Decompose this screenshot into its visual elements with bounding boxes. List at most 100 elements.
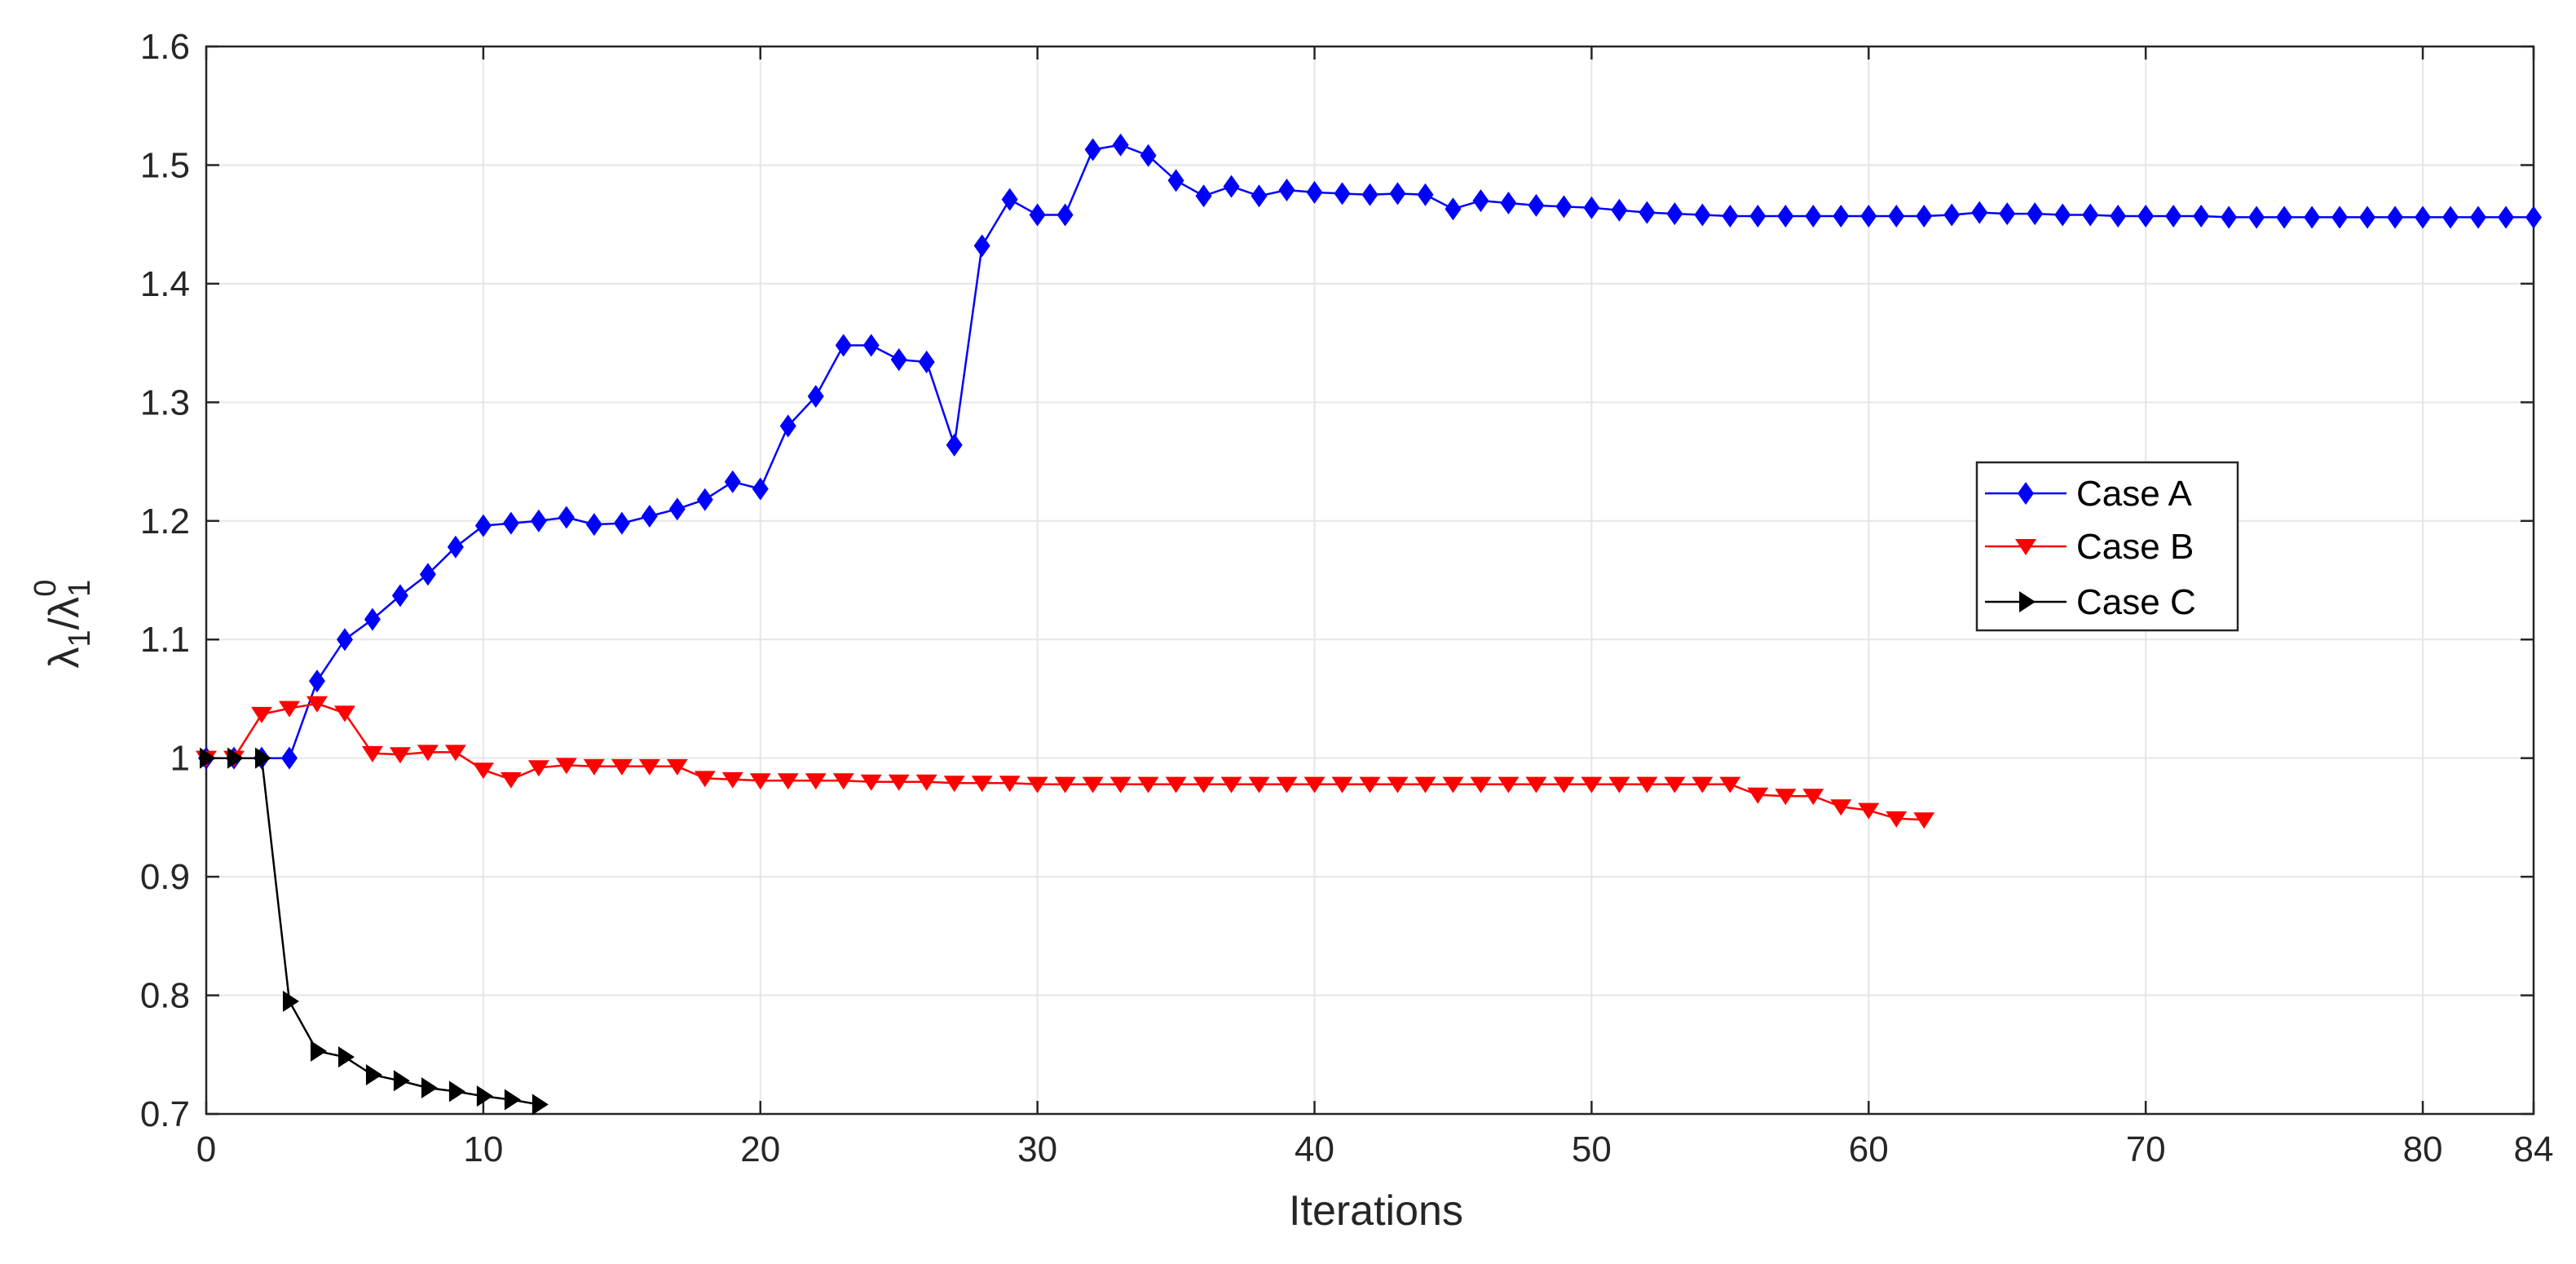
- series-layer: [196, 133, 2542, 1116]
- data-point-case-a: [2221, 206, 2238, 229]
- data-point-case-a: [890, 347, 907, 371]
- data-point-case-a: [2331, 206, 2349, 229]
- series-case-a: [198, 133, 2542, 770]
- legend-marker-case-b: [2015, 539, 2036, 555]
- y-tick-label: 0.9: [140, 857, 190, 897]
- data-point-case-a: [835, 334, 852, 357]
- data-point-case-a: [1417, 183, 1434, 206]
- data-point-case-b: [1581, 776, 1603, 793]
- data-point-case-a: [1666, 202, 1683, 226]
- y-axis-title-sub2: 1: [63, 580, 97, 597]
- data-point-case-b: [971, 776, 993, 793]
- data-point-case-a: [2498, 206, 2515, 229]
- data-point-case-a: [1888, 204, 1905, 228]
- data-point-case-b: [1276, 776, 1298, 793]
- y-axis-title: λ1/λ10: [29, 580, 97, 669]
- data-point-case-c: [421, 1077, 438, 1099]
- data-point-case-b: [1303, 776, 1325, 793]
- data-point-case-a: [2165, 204, 2182, 228]
- data-point-case-a: [1445, 197, 1462, 221]
- x-tick-label: 10: [463, 1129, 503, 1169]
- data-point-case-a: [1084, 138, 1101, 161]
- data-point-case-b: [417, 745, 439, 762]
- data-point-case-b: [832, 773, 854, 790]
- data-point-case-b: [1498, 776, 1520, 793]
- data-point-case-b: [472, 762, 494, 780]
- data-point-case-a: [641, 504, 658, 528]
- data-point-case-a: [585, 513, 602, 537]
- y-axis-title-sub1: 1: [63, 630, 97, 647]
- data-point-case-a: [1943, 203, 1961, 227]
- data-point-case-a: [1583, 196, 1600, 219]
- data-point-case-b: [999, 776, 1021, 793]
- data-point-case-a: [946, 433, 963, 457]
- data-point-case-a: [2470, 206, 2487, 229]
- x-tick-label: 40: [1295, 1129, 1334, 1169]
- data-point-case-a: [474, 514, 492, 537]
- data-point-case-b: [1470, 776, 1492, 793]
- data-point-case-a: [1223, 175, 1240, 198]
- data-point-case-b: [1220, 776, 1242, 793]
- data-point-case-a: [1029, 203, 1046, 227]
- data-point-case-b: [1331, 776, 1353, 793]
- data-point-case-a: [2276, 206, 2293, 229]
- data-point-case-a: [280, 746, 298, 770]
- data-point-case-a: [862, 334, 880, 357]
- data-point-case-a: [1528, 193, 1545, 217]
- legend-item-case-a: Case A: [1985, 474, 2193, 514]
- data-point-case-a: [2054, 203, 2071, 227]
- y-tick-label: 1.6: [140, 27, 190, 67]
- data-point-case-c: [310, 1040, 327, 1062]
- series-line-case-a: [206, 144, 2534, 759]
- axis-ticks: 0 10 20 30 40 50 60 70 80 84 0.7 0.8 0.9 1 1.1 1.2 1.3 1.…: [140, 27, 2554, 1169]
- data-point-case-b: [1719, 776, 1741, 793]
- legend-item-case-b: Case B: [1985, 527, 2194, 567]
- data-point-case-b: [749, 773, 771, 790]
- data-point-case-a: [613, 511, 630, 535]
- data-point-case-b: [943, 776, 965, 793]
- plot-area: [205, 45, 2535, 1116]
- legend-marker-case-a: [2018, 482, 2034, 505]
- y-tick-label: 1: [170, 739, 190, 779]
- data-point-case-b: [611, 758, 633, 776]
- data-point-case-a: [1112, 133, 1129, 157]
- data-point-case-a: [364, 608, 381, 631]
- data-point-case-b: [1747, 787, 1769, 804]
- data-point-case-a: [724, 470, 741, 493]
- data-point-case-a: [1694, 203, 1711, 227]
- data-point-case-c: [393, 1070, 410, 1092]
- data-point-case-a: [1056, 203, 1074, 227]
- y-axis-title-base: λ: [41, 647, 88, 668]
- x-axis-title: Iterations: [1289, 1187, 1463, 1235]
- data-point-case-a: [1916, 204, 1933, 228]
- data-point-case-b: [860, 774, 882, 791]
- x-tick-label: 20: [740, 1129, 780, 1169]
- data-point-case-b: [583, 758, 605, 776]
- data-point-case-b: [1442, 776, 1464, 793]
- x-tick-label: 80: [2403, 1129, 2443, 1169]
- data-point-case-a: [2248, 206, 2265, 229]
- data-point-case-b: [1082, 776, 1104, 793]
- data-point-case-c: [227, 747, 244, 769]
- series-case-c: [200, 747, 549, 1116]
- data-point-case-c: [448, 1081, 465, 1103]
- y-tick-label: 0.7: [140, 1094, 190, 1134]
- data-point-case-b: [1802, 789, 1824, 806]
- data-point-case-a: [807, 385, 824, 409]
- data-point-case-b: [638, 758, 660, 776]
- data-point-case-a: [1971, 201, 1988, 224]
- data-point-case-a: [1389, 182, 1406, 206]
- legend-label-case-c: Case C: [2076, 582, 2196, 622]
- legend-label-case-a: Case A: [2076, 474, 2193, 514]
- data-point-case-a: [1749, 204, 1767, 228]
- legend-marker-case-c: [2019, 591, 2036, 612]
- data-point-case-b: [888, 774, 910, 791]
- y-axis-title-sup: 0: [29, 580, 63, 597]
- y-tick-label: 1.3: [140, 382, 190, 422]
- data-point-case-b: [306, 696, 328, 713]
- data-point-case-a: [2193, 204, 2210, 228]
- data-point-case-b: [1913, 812, 1935, 829]
- data-point-case-a: [1639, 201, 1656, 224]
- data-point-case-b: [1414, 776, 1436, 793]
- y-axis-title-slash: /λ: [41, 597, 88, 630]
